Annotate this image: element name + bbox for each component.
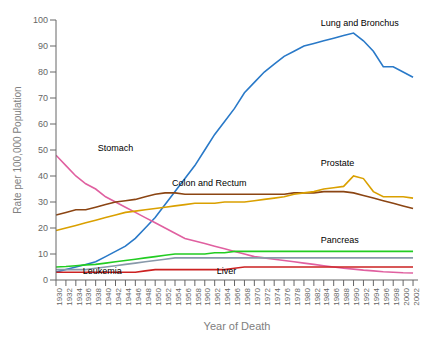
- svg-text:1988: 1988: [342, 287, 351, 305]
- svg-text:1952: 1952: [164, 287, 173, 305]
- svg-text:1976: 1976: [283, 287, 292, 305]
- svg-text:40: 40: [38, 171, 48, 181]
- svg-text:20: 20: [38, 223, 48, 233]
- svg-text:Lung and Bronchus: Lung and Bronchus: [321, 18, 400, 28]
- svg-text:1958: 1958: [194, 287, 203, 305]
- svg-text:1992: 1992: [362, 287, 371, 305]
- svg-text:0: 0: [43, 275, 48, 285]
- svg-text:1950: 1950: [154, 287, 163, 305]
- svg-text:1940: 1940: [104, 287, 113, 305]
- svg-text:1936: 1936: [84, 287, 93, 305]
- svg-text:Colon and Rectum: Colon and Rectum: [172, 178, 247, 188]
- svg-text:1948: 1948: [144, 287, 153, 305]
- svg-text:1934: 1934: [75, 287, 84, 305]
- svg-text:1944: 1944: [124, 287, 133, 305]
- svg-text:Pancreas: Pancreas: [321, 235, 360, 245]
- svg-text:Year of Death: Year of Death: [204, 320, 271, 332]
- svg-text:2000: 2000: [402, 287, 411, 305]
- svg-text:Stomach: Stomach: [98, 143, 134, 153]
- svg-text:1986: 1986: [332, 287, 341, 305]
- svg-text:1972: 1972: [263, 287, 272, 305]
- svg-text:1946: 1946: [134, 287, 143, 305]
- svg-text:1956: 1956: [184, 287, 193, 305]
- svg-text:1968: 1968: [243, 287, 252, 305]
- svg-text:1964: 1964: [223, 287, 232, 305]
- svg-text:1990: 1990: [352, 287, 361, 305]
- svg-text:100: 100: [33, 15, 48, 25]
- svg-text:Rate per 100,000 Population: Rate per 100,000 Population: [12, 86, 23, 213]
- svg-text:90: 90: [38, 41, 48, 51]
- svg-text:1938: 1938: [94, 287, 103, 305]
- svg-text:Leukemia: Leukemia: [83, 266, 122, 276]
- svg-text:1998: 1998: [392, 287, 401, 305]
- svg-text:1974: 1974: [273, 287, 282, 305]
- svg-text:1982: 1982: [313, 287, 322, 305]
- svg-text:30: 30: [38, 197, 48, 207]
- svg-text:60: 60: [38, 119, 48, 129]
- svg-text:1960: 1960: [203, 287, 212, 305]
- svg-text:Prostate: Prostate: [321, 158, 355, 168]
- svg-text:1962: 1962: [213, 287, 222, 305]
- svg-text:10: 10: [38, 249, 48, 259]
- svg-text:1996: 1996: [382, 287, 391, 305]
- svg-text:1954: 1954: [174, 287, 183, 305]
- svg-text:1970: 1970: [253, 287, 262, 305]
- svg-text:1966: 1966: [233, 287, 242, 305]
- svg-text:1978: 1978: [293, 287, 302, 305]
- svg-text:1930: 1930: [55, 287, 64, 305]
- svg-text:2002: 2002: [412, 287, 421, 305]
- svg-text:1994: 1994: [372, 287, 381, 305]
- svg-text:50: 50: [38, 145, 48, 155]
- svg-text:Liver: Liver: [217, 266, 237, 276]
- svg-text:1980: 1980: [303, 287, 312, 305]
- svg-text:1932: 1932: [65, 287, 74, 305]
- svg-text:80: 80: [38, 67, 48, 77]
- svg-text:1984: 1984: [322, 287, 331, 305]
- svg-text:1942: 1942: [114, 287, 123, 305]
- svg-text:70: 70: [38, 93, 48, 103]
